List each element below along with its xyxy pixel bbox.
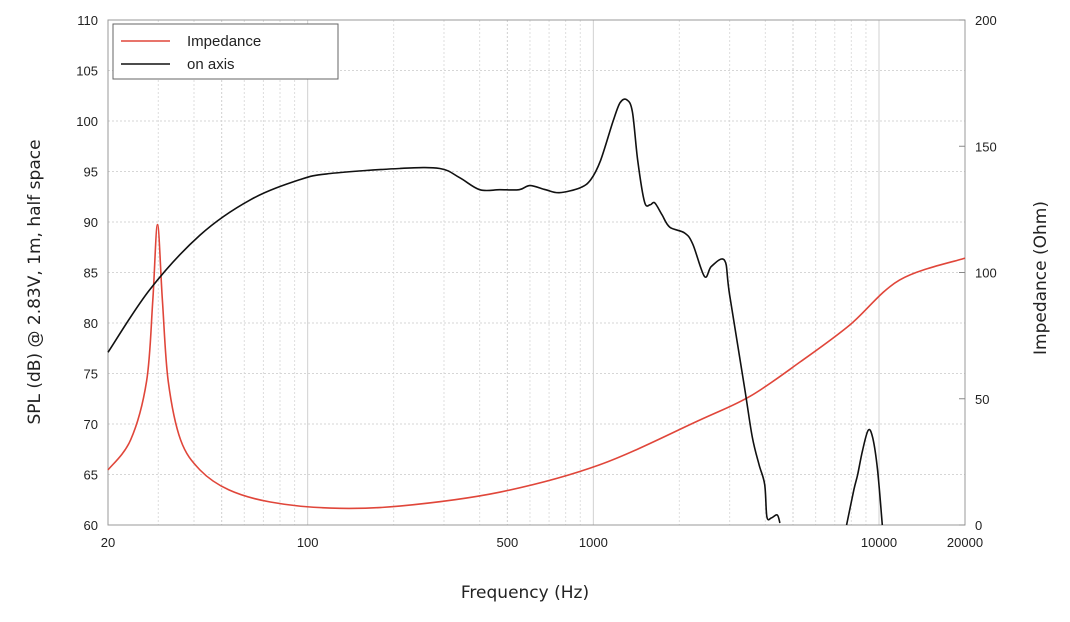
legend-label-impedance: Impedance (187, 33, 261, 50)
x-axis-ticks: 20 100 500 1000 10000 20000 (101, 535, 983, 550)
series-line-impedance (107, 223, 966, 510)
x-tick-label: 20 (101, 535, 115, 550)
y-axis-label: SPL (dB) @ 2.83V, 1m, half space (25, 139, 45, 424)
y2-axis-ticks: 0 50 100 150 200 (959, 13, 997, 533)
y-tick-label: 60 (84, 518, 98, 533)
legend-label-on-axis: on axis (187, 56, 235, 73)
y-axis-ticks: 60 65 70 75 80 85 90 95 100 105 110 (76, 13, 98, 533)
y2-tick-label: 150 (975, 139, 997, 154)
y2-tick-label: 100 (975, 266, 997, 281)
y-tick-label: 65 (84, 468, 98, 483)
series-line-on-axis (845, 428, 884, 526)
legend: Impedance on axis (112, 23, 339, 80)
x-axis-label: Frequency (Hz) (461, 583, 589, 603)
series-group (107, 98, 966, 526)
series-line-on-axis (107, 98, 781, 524)
y-tick-label: 85 (84, 266, 98, 281)
y-tick-label: 80 (84, 316, 98, 331)
y2-tick-label: 0 (975, 518, 982, 533)
x-tick-label: 500 (496, 535, 518, 550)
y-tick-label: 100 (76, 114, 98, 129)
x-tick-label: 20000 (947, 535, 983, 550)
y-tick-label: 95 (84, 165, 98, 180)
x-tick-label: 10000 (861, 535, 897, 550)
y2-tick-label: 200 (975, 13, 997, 28)
x-tick-label: 1000 (579, 535, 608, 550)
y2-tick-label: 50 (975, 392, 989, 407)
legend-box (112, 23, 339, 80)
y-tick-label: 105 (76, 64, 98, 79)
y-tick-label: 75 (84, 367, 98, 382)
x-tick-label: 100 (297, 535, 319, 550)
y-tick-label: 110 (77, 13, 98, 28)
grid (107, 19, 966, 526)
y2-axis-label: Impedance (Ohm) (1031, 201, 1051, 355)
y-tick-label: 70 (84, 417, 98, 432)
y-tick-label: 90 (84, 215, 98, 230)
